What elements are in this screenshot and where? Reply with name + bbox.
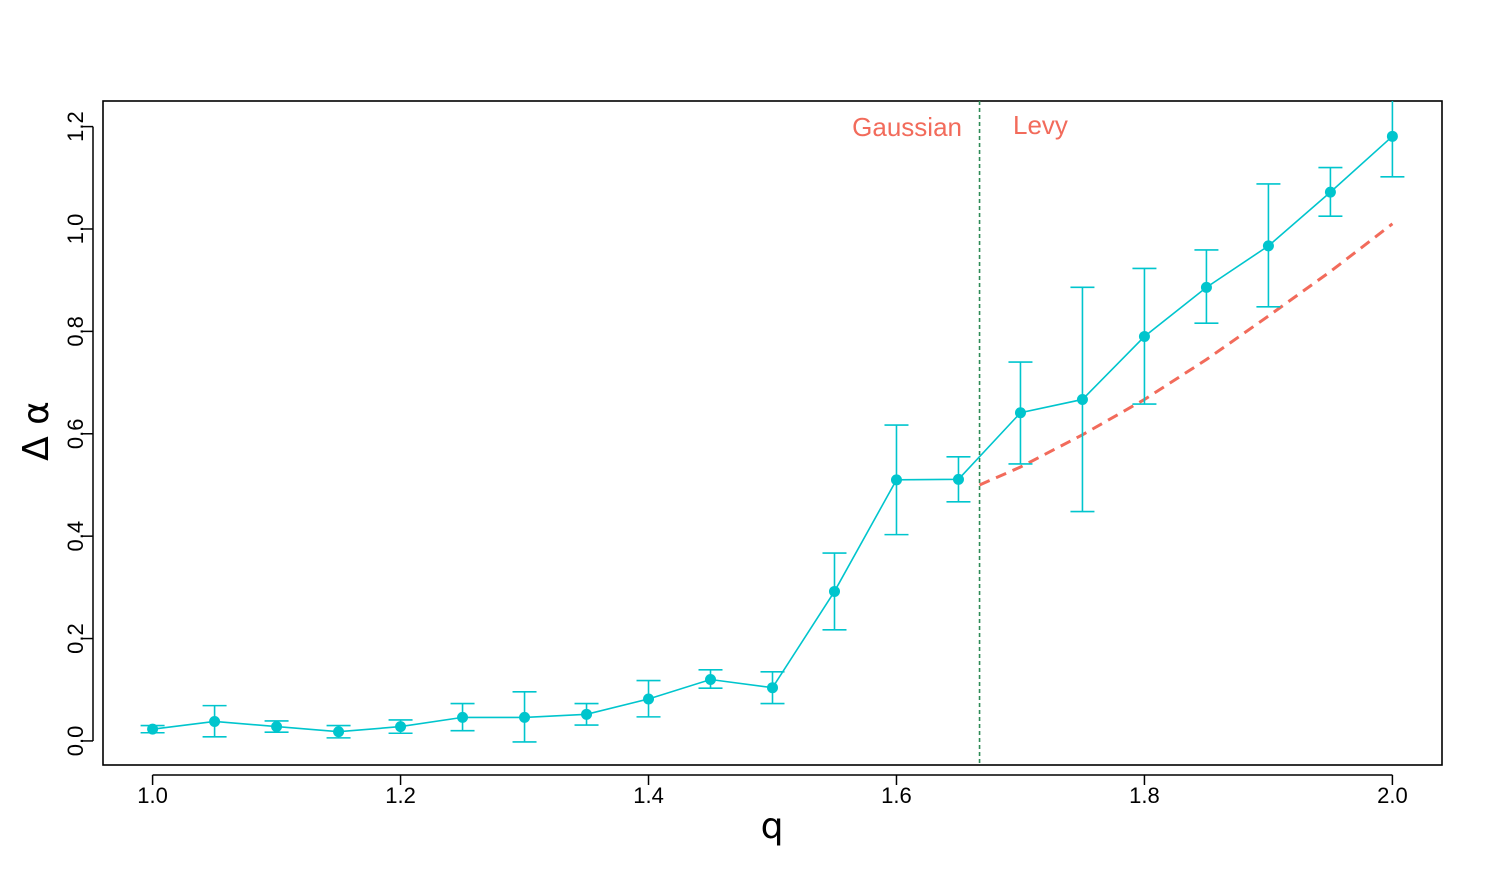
data-point — [952, 473, 964, 485]
data-point-group — [574, 702, 599, 726]
y-tick-label: 1.0 — [63, 214, 88, 245]
data-point-group — [326, 724, 351, 739]
data-point — [395, 721, 407, 733]
x-axis: 1.0 1.2 1.4 1.6 1.8 2.0 — [137, 774, 1408, 808]
data-point-group — [264, 720, 289, 734]
data-point — [1138, 330, 1150, 342]
series-layer — [140, 101, 1405, 743]
data-point — [581, 708, 593, 720]
data-point-group — [512, 690, 537, 743]
data-point-group — [760, 671, 785, 705]
data-point-group — [450, 702, 475, 732]
x-tick-label: 1.0 — [137, 783, 168, 808]
data-point — [1200, 281, 1212, 293]
data-point-group — [1318, 166, 1343, 217]
y-tick-label: 0.8 — [63, 316, 88, 347]
annotation-levy: Levy — [1013, 110, 1068, 140]
data-point — [705, 674, 717, 686]
data-point — [147, 723, 159, 735]
x-tick-label: 1.2 — [385, 783, 416, 808]
y-axis-title: Δ α — [16, 401, 57, 461]
data-point-group — [1008, 361, 1033, 465]
data-point-group — [140, 723, 165, 735]
data-point — [1386, 130, 1398, 142]
data-point — [209, 715, 221, 727]
data-point-group — [1132, 267, 1157, 405]
y-tick-label: 0.6 — [63, 418, 88, 449]
data-point-group — [822, 552, 847, 631]
data-point-group — [1070, 286, 1095, 513]
data-point-group — [946, 456, 971, 503]
data-point — [1014, 407, 1026, 419]
data-point — [519, 711, 531, 723]
x-tick-label: 2.0 — [1377, 783, 1408, 808]
y-tick-label: 0.0 — [63, 726, 88, 757]
x-tick-label: 1.6 — [881, 783, 912, 808]
plot-frame — [102, 100, 1443, 766]
data-point — [457, 711, 469, 723]
data-point-group — [636, 679, 661, 718]
x-tick-label: 1.8 — [1129, 783, 1160, 808]
data-point-group — [388, 719, 413, 735]
data-point — [828, 585, 840, 597]
series-line — [152, 135, 1393, 733]
y-tick-label: 0.4 — [63, 521, 88, 552]
data-point — [333, 726, 345, 738]
data-point-group — [884, 424, 909, 536]
annotation-gaussian: Gaussian — [852, 112, 962, 142]
data-point — [890, 474, 902, 486]
data-point-group — [202, 704, 227, 738]
data-point-group — [698, 668, 723, 690]
x-tick-label: 1.4 — [633, 783, 664, 808]
levy-dashed-line — [978, 222, 1394, 487]
y-tick-label: 1.2 — [63, 111, 88, 142]
y-tick-label: 0.2 — [63, 623, 88, 654]
data-point-group — [1380, 101, 1405, 178]
data-point — [271, 721, 283, 733]
data-point — [643, 693, 655, 705]
x-axis-title: q — [761, 806, 784, 847]
data-point — [1076, 393, 1088, 405]
y-axis: 0.0 0.2 0.4 0.6 0.8 1.0 1.2 — [63, 111, 94, 757]
data-point-group — [1194, 249, 1219, 324]
data-point — [1262, 240, 1274, 252]
data-point — [767, 682, 778, 694]
data-point-group — [1256, 183, 1281, 308]
data-point — [1324, 186, 1336, 198]
